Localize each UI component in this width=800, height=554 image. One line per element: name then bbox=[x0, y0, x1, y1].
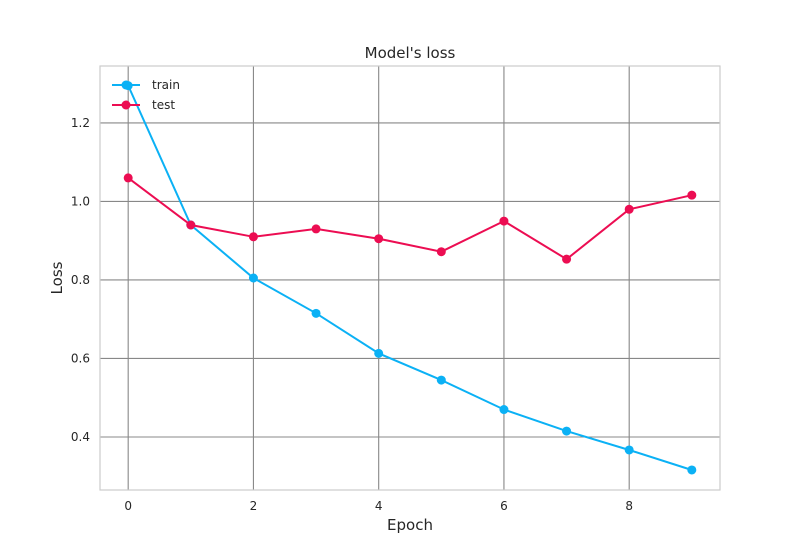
x-tick-label: 2 bbox=[250, 499, 258, 513]
data-point-test bbox=[687, 190, 697, 200]
series-line-train bbox=[127, 85, 693, 471]
y-tick-label: 0.8 bbox=[71, 273, 90, 287]
x-tick-label: 4 bbox=[375, 499, 383, 513]
legend-item-test: test bbox=[112, 98, 175, 112]
legend-marker bbox=[121, 100, 131, 110]
data-point-train bbox=[624, 445, 634, 455]
data-point-test bbox=[562, 254, 572, 264]
data-point-test bbox=[123, 173, 133, 183]
data-point-test bbox=[624, 204, 634, 214]
x-tick-label: 6 bbox=[500, 499, 508, 513]
y-axis-label: Loss bbox=[48, 261, 66, 294]
legend-label: test bbox=[152, 98, 175, 112]
grid-lines bbox=[100, 66, 720, 490]
data-point-train bbox=[436, 375, 446, 385]
chart-title: Model's loss bbox=[365, 44, 456, 62]
y-tick-label: 1.2 bbox=[71, 116, 90, 130]
data-point-train bbox=[311, 308, 321, 318]
data-point-train bbox=[562, 426, 572, 436]
y-tick-label: 1.0 bbox=[71, 194, 90, 208]
legend: train test bbox=[112, 78, 180, 112]
data-point-test bbox=[436, 247, 446, 257]
data-point-test bbox=[499, 216, 509, 226]
x-tick-label: 0 bbox=[124, 499, 132, 513]
y-tick-label: 0.4 bbox=[71, 430, 90, 444]
data-point-test bbox=[186, 220, 196, 230]
series-test bbox=[123, 173, 697, 264]
x-tick-label: 8 bbox=[625, 499, 633, 513]
data-point-test bbox=[374, 234, 384, 244]
series-line-test bbox=[127, 177, 693, 261]
data-point-train bbox=[499, 405, 509, 415]
data-point-test bbox=[248, 232, 258, 242]
data-point-train bbox=[374, 348, 384, 358]
series-train bbox=[123, 81, 697, 475]
y-tick-label: 0.6 bbox=[71, 351, 90, 365]
legend-label: train bbox=[152, 78, 180, 92]
plot-frame bbox=[99, 65, 721, 491]
data-point-train bbox=[687, 465, 697, 475]
x-axis-label: Epoch bbox=[387, 516, 433, 534]
legend-item-train: train bbox=[112, 78, 180, 92]
data-point-train bbox=[248, 273, 258, 283]
legend-marker bbox=[121, 80, 131, 90]
tick-labels: 0 2 4 6 8 0.4 0.6 0.8 1.0 1.2 bbox=[71, 116, 633, 513]
data-point-test bbox=[311, 224, 321, 234]
series-layer bbox=[123, 81, 697, 475]
